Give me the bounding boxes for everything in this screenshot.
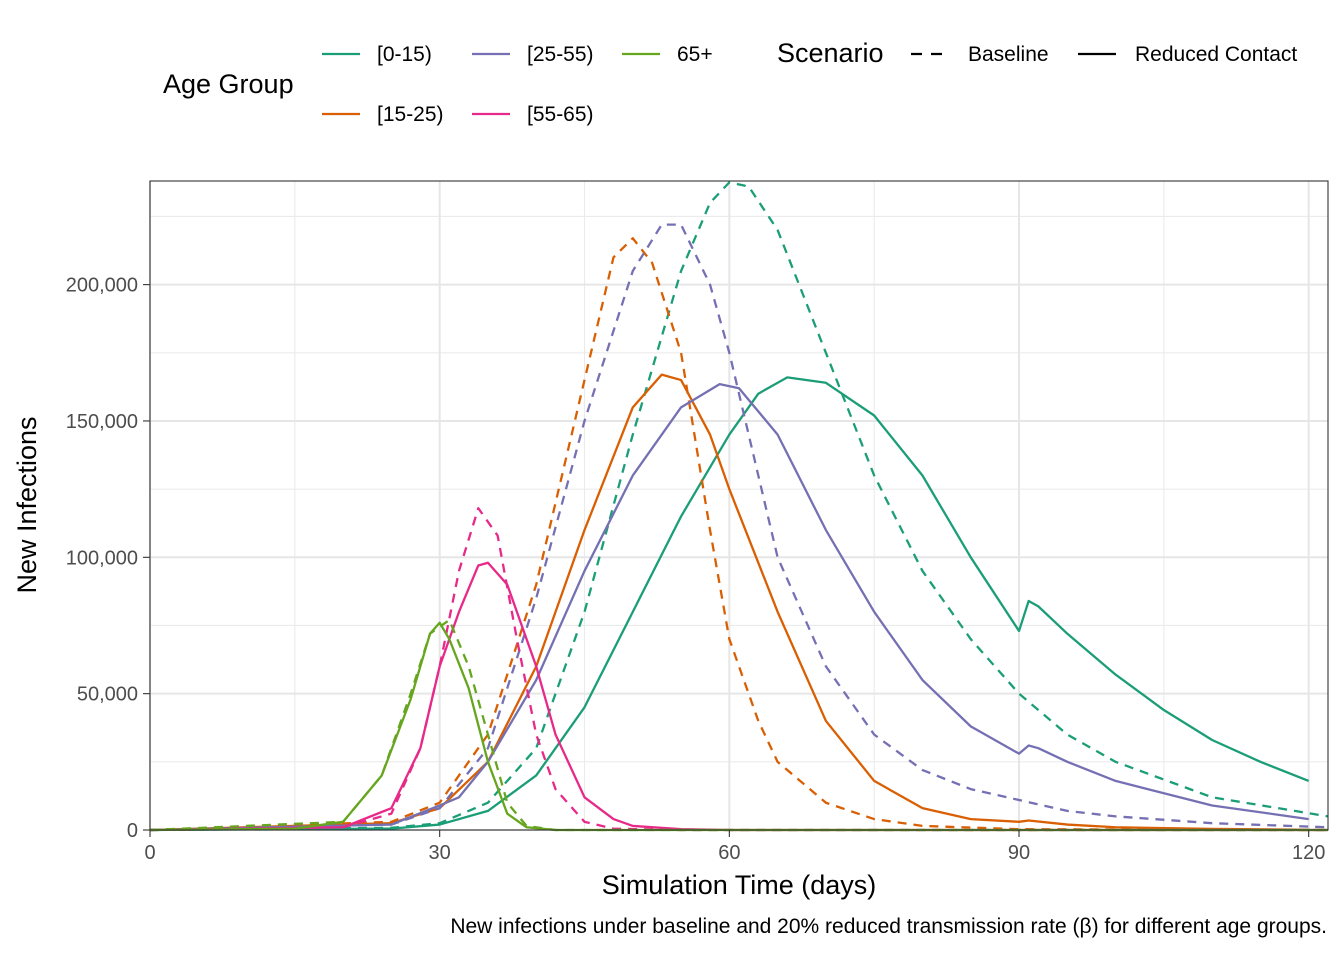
- series-line-55-65-reduced-contact: [149, 561, 1328, 832]
- series-line-55-65-baseline: [149, 507, 1328, 832]
- y-axis: 0 50,000 100,000 150,000 200,000: [66, 275, 150, 842]
- x-tick-label: 60: [718, 842, 740, 864]
- legend: Age Group [0-15) [15-25) [25-55) [55-65) 65+…: [163, 38, 1297, 126]
- plot-panel: [149, 180, 1329, 832]
- legend-label: Reduced Contact: [1135, 43, 1297, 66]
- series-line-25-55-reduced-contact: [149, 383, 1309, 832]
- legend-color-entries: [0-15) [15-25) [25-55) [55-65) 65+: [322, 43, 713, 126]
- x-tick-label: 0: [144, 842, 155, 864]
- x-axis-label: Simulation Time (days): [602, 870, 877, 900]
- panel-background: [150, 181, 1328, 830]
- grid-major: [149, 181, 1328, 831]
- y-axis-label: New Infections: [12, 416, 42, 593]
- legend-label: [15-25): [377, 103, 444, 126]
- y-tick-label: 100,000: [66, 547, 138, 569]
- legend-linetype-title: Scenario: [777, 38, 884, 68]
- legend-label: Baseline: [968, 43, 1049, 66]
- legend-label: 65+: [677, 43, 713, 66]
- panel-border: [149, 180, 1329, 831]
- x-tick-label: 90: [1008, 842, 1030, 864]
- series-line-0-15-reduced-contact: [149, 376, 1310, 832]
- series-layer: [149, 181, 1329, 832]
- x-axis: 0 30 60 90 120: [144, 830, 1325, 864]
- legend-label: [55-65): [527, 103, 594, 126]
- series-line-15-25-reduced-contact: [149, 373, 1309, 832]
- legend-color-title: Age Group: [163, 69, 294, 99]
- y-tick-label: 200,000: [66, 275, 138, 297]
- y-tick-label: 150,000: [66, 411, 138, 433]
- x-tick-label: 30: [429, 842, 451, 864]
- chart-caption: New infections under baseline and 20% re…: [450, 915, 1327, 938]
- y-tick-label: 50,000: [77, 684, 138, 706]
- x-tick-label: 120: [1292, 842, 1325, 864]
- y-tick-label: 0: [127, 820, 138, 842]
- grid-minor: [150, 181, 1328, 830]
- legend-label: [25-55): [527, 43, 594, 66]
- legend-label: [0-15): [377, 43, 432, 66]
- series-line-25-55-baseline: [149, 223, 1329, 832]
- legend-linetype-entries: Baseline Reduced Contact: [911, 43, 1297, 66]
- series-line-65plus-reduced-contact: [149, 621, 1328, 832]
